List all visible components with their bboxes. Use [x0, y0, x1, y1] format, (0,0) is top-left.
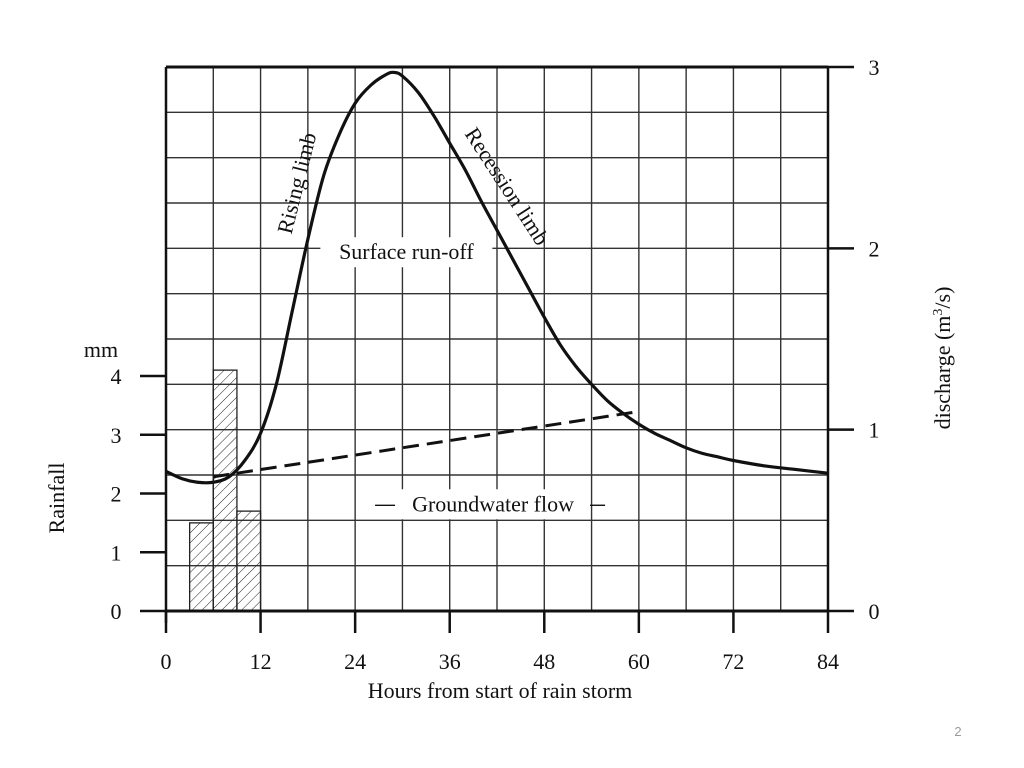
x-tick-label: 48: [533, 649, 555, 674]
rainfall-bars: [188, 369, 262, 612]
discharge-line: [165, 70, 829, 485]
rainfall-tick-label: 2: [111, 482, 122, 507]
series-lines: [165, 70, 829, 485]
annotation-background: [320, 237, 493, 268]
rainfall-tick-label: 3: [111, 423, 122, 448]
page-number: 2: [954, 724, 962, 739]
discharge-axis-label-main: discharge (m: [930, 316, 955, 430]
rainfall-unit-label: mm: [84, 337, 118, 362]
x-tick-label: 84: [817, 649, 839, 674]
x-tick-label: 24: [344, 649, 366, 674]
rainfall-bar-2: [212, 369, 238, 612]
x-tick-label: 0: [161, 649, 172, 674]
discharge-tick-label: 2: [869, 236, 880, 261]
discharge-tick-label: 3: [869, 55, 880, 80]
discharge-axis-label-end: /s): [930, 287, 955, 309]
annotation-background: [396, 489, 591, 520]
x-tick-label: 60: [628, 649, 650, 674]
rainfall-tick-label: 4: [111, 364, 122, 389]
rainfall-bar-3: [236, 510, 262, 612]
x-tick-label: 12: [250, 649, 272, 674]
discharge-axis-label: discharge (m3/s): [930, 287, 955, 430]
rainfall-tick-label: 0: [111, 599, 122, 624]
rainfall-tick-label: 1: [111, 540, 122, 565]
axes: [140, 65, 854, 633]
annotation-groundwater-flow: Groundwater flow: [412, 491, 574, 516]
grid: [166, 67, 828, 611]
x-tick-label: 36: [439, 649, 461, 674]
rainfall-bar-1: [188, 522, 214, 612]
annotation-surface-run-off: Surface run-off: [339, 239, 474, 264]
rainfall-axis-label: Rainfall: [44, 463, 69, 534]
x-tick-label: 72: [722, 649, 744, 674]
discharge-tick-label: 0: [869, 599, 880, 624]
x-axis-label: Hours from start of rain storm: [368, 678, 633, 703]
discharge-axis-label-sup: 3: [931, 309, 946, 316]
groundwater-baseline-line: [213, 410, 640, 479]
discharge-tick-label: 1: [869, 418, 880, 443]
